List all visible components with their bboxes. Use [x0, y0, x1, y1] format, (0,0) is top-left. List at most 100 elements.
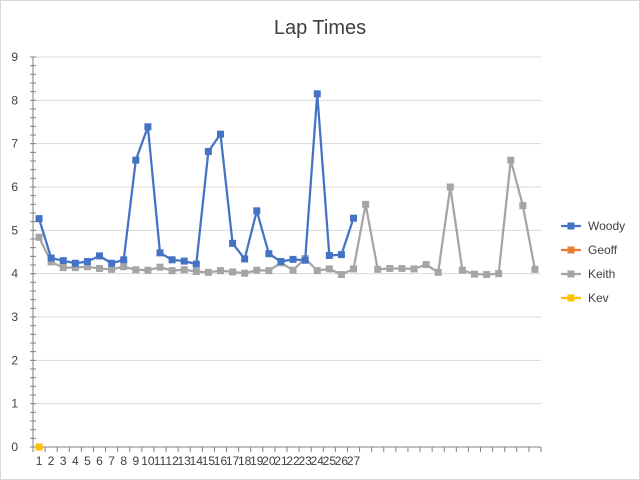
data-point-keith — [313, 267, 321, 275]
x-tick-label: 14 — [190, 454, 204, 468]
x-tick-label: 3 — [60, 454, 67, 468]
x-tick-label: 24 — [311, 454, 325, 468]
data-point-keith — [132, 266, 140, 274]
x-tick-label: 22 — [286, 454, 300, 468]
data-point-woody — [108, 259, 116, 267]
data-point-woody — [96, 252, 104, 260]
x-tick-label: 4 — [72, 454, 79, 468]
data-point-woody — [192, 260, 200, 268]
data-point-keith — [83, 263, 91, 271]
series-line-woody — [37, 92, 355, 266]
x-tick-label: 1 — [36, 454, 43, 468]
data-point-keith — [192, 268, 200, 275]
x-tick-label: 5 — [84, 454, 91, 468]
data-point-keith — [59, 264, 67, 272]
x-tick-label: 8 — [120, 454, 127, 468]
data-point-woody — [83, 258, 91, 266]
y-tick-label: 7 — [11, 137, 18, 151]
gridlines — [33, 56, 541, 448]
y-tick-label: 5 — [11, 223, 18, 237]
data-point-keith — [434, 268, 442, 276]
data-point-woody — [71, 259, 79, 267]
legend-marker-woody — [567, 222, 575, 230]
data-point-woody — [265, 250, 273, 258]
data-point-keith — [96, 264, 104, 272]
y-tick-label: 3 — [11, 310, 18, 324]
data-point-woody — [337, 251, 345, 259]
x-tick-label: 15 — [202, 454, 216, 468]
legend-item-kev: Kev — [561, 291, 609, 305]
legend-label-woody: Woody — [588, 219, 625, 233]
x-tick-label: 9 — [132, 454, 139, 468]
data-point-keith — [216, 267, 224, 275]
data-point-woody — [144, 123, 152, 131]
data-point-keith — [483, 271, 491, 279]
y-tick-label: 1 — [11, 397, 18, 411]
data-point-keith — [507, 156, 515, 164]
data-point-woody — [35, 215, 43, 223]
data-point-keith — [374, 265, 382, 273]
data-point-keith — [531, 265, 539, 273]
data-point-keith — [229, 268, 237, 276]
data-point-woody — [289, 255, 297, 263]
x-tick-label: 13 — [178, 454, 192, 468]
data-point-woody — [168, 256, 176, 264]
data-point-keith — [458, 266, 466, 274]
data-point-woody — [313, 90, 321, 98]
data-point-woody — [229, 239, 237, 247]
data-point-keith — [325, 265, 333, 273]
data-point-keith — [204, 268, 212, 276]
data-point-woody — [241, 255, 249, 263]
y-axis: 0 1 2 3 4 5 6 7 8 9 — [11, 50, 36, 454]
y-tick-label: 6 — [11, 180, 18, 194]
legend-label-geoff: Geoff — [588, 243, 618, 257]
x-tick-label: 19 — [250, 454, 264, 468]
y-tick-label: 9 — [11, 50, 18, 64]
data-point-keith — [337, 271, 345, 279]
legend-item-woody: Woody — [561, 219, 625, 233]
data-point-woody — [253, 207, 261, 215]
plot-area — [35, 90, 539, 451]
data-point-keith — [120, 263, 128, 271]
data-point-keith — [446, 183, 454, 191]
data-point-keith — [144, 266, 152, 274]
series-woody — [35, 90, 358, 268]
data-point-keith — [35, 233, 43, 241]
y-tick-label: 4 — [11, 267, 18, 281]
data-point-keith — [410, 265, 418, 273]
legend-item-keith: Keith — [561, 267, 615, 281]
data-point-keith — [156, 263, 164, 271]
legend-item-geoff: Geoff — [561, 243, 618, 257]
data-point-woody — [120, 256, 128, 264]
data-point-woody — [59, 257, 67, 265]
x-tick-label: 20 — [262, 454, 276, 468]
x-tick-label: 27 — [347, 454, 361, 468]
legend-marker-geoff — [567, 246, 575, 254]
data-point-keith — [470, 270, 478, 278]
data-point-keith — [350, 265, 358, 273]
legend-marker-keith — [567, 270, 575, 278]
data-point-keith — [241, 269, 249, 277]
y-tick-label: 0 — [11, 440, 18, 454]
series-line-keith — [38, 159, 537, 276]
x-tick-label: 16 — [214, 454, 228, 468]
legend-marker-kev — [567, 294, 575, 302]
data-point-keith — [398, 264, 406, 272]
x-tick-label: 6 — [96, 454, 103, 468]
x-tick-label: 23 — [298, 454, 312, 468]
data-point-keith — [253, 266, 261, 274]
x-tick-label: 26 — [335, 454, 349, 468]
x-tick-label: 10 — [141, 454, 155, 468]
data-point-woody — [350, 214, 358, 222]
x-tick-label: 25 — [323, 454, 337, 468]
data-point-keith — [265, 267, 273, 275]
data-point-keith — [47, 258, 55, 266]
x-tick-label: 7 — [108, 454, 115, 468]
legend-label-keith: Keith — [588, 267, 615, 281]
x-tick-label: 12 — [165, 454, 179, 468]
data-point-keith — [362, 200, 370, 208]
x-tick-label: 11 — [154, 454, 167, 468]
data-point-woody — [325, 251, 333, 259]
